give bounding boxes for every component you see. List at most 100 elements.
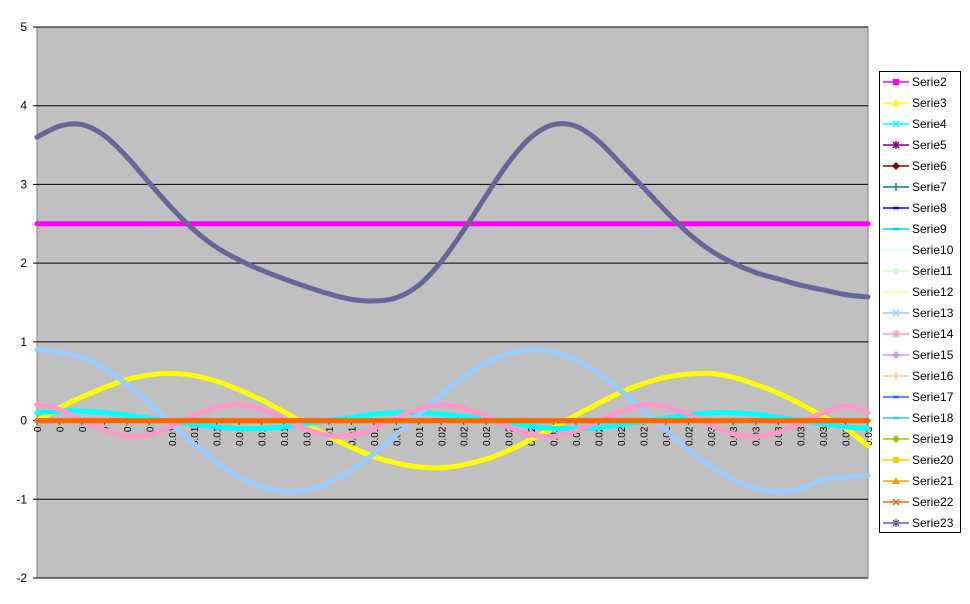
x-tick-label: 0.01 <box>258 426 269 446</box>
y-axis-tick-labels: 5 4 3 2 1 0 -1 -2 <box>16 20 27 585</box>
legend-label: Serie20 <box>912 453 954 467</box>
legend-marker <box>883 120 909 128</box>
series-lines <box>34 121 871 495</box>
legend-item-serie7: Serie7 <box>880 177 960 198</box>
legend-marker <box>883 162 909 170</box>
legend-marker <box>883 435 909 443</box>
legend-marker <box>883 206 909 210</box>
legend-label: Serie17 <box>912 390 954 404</box>
legend-item-serie18: Serie18 <box>880 408 960 429</box>
legend-item-serie22: Serie22 <box>880 492 960 513</box>
legend-marker <box>883 372 909 380</box>
legend-label: Serie13 <box>912 306 954 320</box>
legend-label: Serie14 <box>912 327 954 341</box>
legend-label: Serie7 <box>912 180 947 194</box>
legend-label: Serie22 <box>912 495 954 509</box>
legend-label: Serie6 <box>912 159 947 173</box>
legend-label: Serie11 <box>912 264 953 278</box>
x-tick-label: 0.02 <box>594 426 605 446</box>
legend-label: Serie19 <box>912 432 954 446</box>
x-tick-label: 0.01 <box>280 426 291 446</box>
legend-item-serie23: Serie23 <box>880 513 960 534</box>
y-tick-label: 0 <box>20 414 27 428</box>
legend-label: Serie21 <box>912 474 954 488</box>
x-tick-label: 0.01 <box>213 426 224 446</box>
x-tick-label: 0.02 <box>437 426 448 446</box>
legend-marker <box>883 141 909 149</box>
x-tick-label: 0.03 <box>819 426 830 446</box>
legend-label: Serie8 <box>912 201 947 215</box>
legend-item-serie10: Serie10 <box>880 240 960 261</box>
legend-item-serie4: Serie4 <box>880 114 960 135</box>
legend-marker <box>883 268 909 274</box>
legend-label: Serie18 <box>912 411 954 425</box>
legend-label: Serie12 <box>912 285 954 299</box>
series-line-serie3 <box>34 370 871 471</box>
x-tick-label: 0 <box>55 426 66 432</box>
y-tick-label: 3 <box>20 177 27 191</box>
legend-item-serie16: Serie16 <box>880 366 960 387</box>
legend-marker <box>883 290 909 294</box>
x-tick-label: 0 <box>145 426 156 432</box>
legend-label: Serie16 <box>912 369 954 383</box>
legend-item-serie21: Serie21 <box>880 471 960 492</box>
x-tick-label: 0.02 <box>684 426 695 446</box>
legend-marker <box>883 227 909 231</box>
x-tick-label: 0 <box>78 426 89 432</box>
legend-marker <box>883 457 909 463</box>
x-tick-label: 0.01 <box>190 426 201 446</box>
legend-label: Serie23 <box>912 516 954 530</box>
legend-marker <box>883 330 909 338</box>
x-tick-label: 0.02 <box>460 426 471 446</box>
x-tick-label: 0.01 <box>235 426 246 446</box>
x-tick-label: 0.02 <box>617 426 628 446</box>
legend-item-serie11: Serie11 <box>880 261 960 282</box>
legend-label: Serie3 <box>912 96 947 110</box>
legend-marker <box>883 498 909 506</box>
legend-item-serie19: Serie19 <box>880 429 960 450</box>
y-tick-label: -2 <box>16 571 27 585</box>
legend-item-serie8: Serie8 <box>880 198 960 219</box>
legend: Serie2 Serie3 Serie4 Serie5 Serie6 Serie7 Seri… <box>879 71 961 533</box>
legend-item-serie15: Serie15 <box>880 345 960 366</box>
plot-area <box>36 26 869 579</box>
y-tick-label: 5 <box>20 20 27 34</box>
x-tick-label: 0 <box>123 426 134 432</box>
legend-item-serie3: Serie3 <box>880 93 960 114</box>
legend-marker <box>883 477 909 484</box>
legend-marker <box>883 519 909 527</box>
legend-label: Serie15 <box>912 348 954 362</box>
x-tick-label: 0.03 <box>707 426 718 446</box>
legend-marker <box>883 183 909 191</box>
legend-item-serie12: Serie12 <box>880 282 960 303</box>
legend-item-serie20: Serie20 <box>880 450 960 471</box>
legend-item-serie13: Serie13 <box>880 303 960 324</box>
x-tick-label: 0.01 <box>370 426 381 446</box>
y-tick-label: -1 <box>16 492 27 506</box>
legend-marker <box>883 395 909 399</box>
x-tick-label: 0.01 <box>415 426 426 446</box>
legend-marker <box>883 309 909 317</box>
x-tick-label: 0.03 <box>842 426 853 446</box>
legend-label: Serie4 <box>912 117 947 131</box>
x-tick-label: 0 <box>33 426 44 432</box>
legend-marker <box>883 351 909 359</box>
x-tick-label: 0.02 <box>662 426 673 446</box>
legend-item-serie17: Serie17 <box>880 387 960 408</box>
legend-marker <box>883 416 909 420</box>
legend-marker <box>883 248 909 252</box>
legend-item-serie2: Serie2 <box>880 72 960 93</box>
legend-label: Serie10 <box>912 243 954 257</box>
legend-marker <box>883 99 909 106</box>
y-tick-label: 4 <box>20 99 27 113</box>
legend-label: Serie5 <box>912 138 947 152</box>
legend-label: Serie9 <box>912 222 947 236</box>
legend-marker <box>883 79 909 85</box>
x-tick-label: 0.01 <box>303 426 314 446</box>
legend-item-serie9: Serie9 <box>880 219 960 240</box>
x-tick-label: 0.02 <box>505 426 516 446</box>
x-tick-label: 0.02 <box>572 426 583 446</box>
legend-item-serie14: Serie14 <box>880 324 960 345</box>
legend-item-serie5: Serie5 <box>880 135 960 156</box>
